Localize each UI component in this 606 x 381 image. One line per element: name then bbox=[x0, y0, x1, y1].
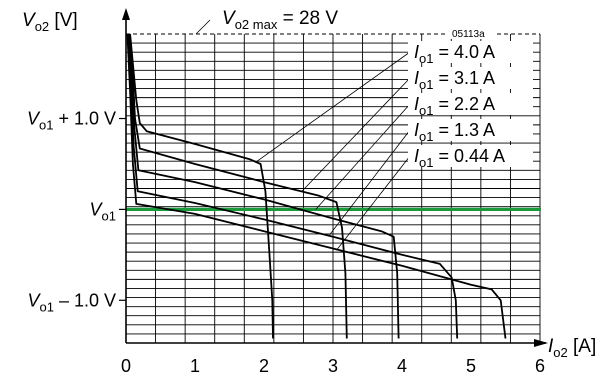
x-tick-label: 4 bbox=[397, 356, 407, 376]
figure-id-bg bbox=[448, 27, 496, 39]
curve-label-leaders bbox=[195, 19, 411, 251]
curve-label-1-rest: = 4.0 A bbox=[433, 42, 495, 62]
leader-1 bbox=[255, 51, 411, 163]
axes bbox=[119, 8, 548, 347]
curve-label-1-sub: o1 bbox=[419, 51, 433, 66]
x-axis-label: Io2 [A] bbox=[548, 336, 596, 360]
x-axis-arrow bbox=[534, 339, 548, 347]
curve-label-2-sub: o1 bbox=[419, 77, 433, 92]
curve-label-4-rest: = 1.3 A bbox=[433, 120, 495, 140]
x-tick-label: 5 bbox=[466, 356, 476, 376]
curve-3 bbox=[127, 33, 400, 339]
x-axis-label-sub: o2 bbox=[553, 345, 567, 360]
leader-5 bbox=[336, 155, 411, 251]
max-label-bg bbox=[218, 6, 378, 30]
x-tick-label: 2 bbox=[259, 356, 269, 376]
y-axis-label-main: V bbox=[22, 10, 37, 31]
curve-label-bg-2 bbox=[408, 67, 533, 89]
curve-label-1: Io1 = 4.0 A bbox=[414, 42, 495, 66]
y-tick-label-3-rest: – 1.0 V bbox=[54, 290, 116, 310]
curve-label-3-main: I bbox=[414, 94, 419, 114]
leader-4 bbox=[329, 129, 411, 236]
y-tick-label-3: Vo1 – 1.0 V bbox=[27, 290, 116, 314]
max-leader bbox=[195, 19, 211, 35]
y-tick-label-2-sub: o1 bbox=[102, 208, 116, 223]
curve-label-4-main: I bbox=[414, 120, 419, 140]
curve-label-4: Io1 = 1.3 A bbox=[414, 120, 495, 144]
curves bbox=[126, 33, 507, 339]
y-tick-label-1-sub: o1 bbox=[39, 118, 53, 133]
curve-label-5-sub: o1 bbox=[419, 155, 433, 170]
curve-5 bbox=[126, 33, 507, 339]
y-tick-label-1-rest: + 1.0 V bbox=[53, 109, 116, 129]
curve-label-5-main: I bbox=[414, 146, 419, 166]
x-tick-label: 0 bbox=[121, 356, 131, 376]
x-axis-label-rest: [A] bbox=[568, 336, 597, 357]
curve-label-2-rest: = 3.1 A bbox=[433, 68, 495, 88]
y-axis-label-sub: o2 bbox=[35, 19, 49, 34]
figure-id: 05113a bbox=[452, 29, 485, 40]
curve-label-3-rest: = 2.2 A bbox=[433, 94, 495, 114]
max-label-sub: o2 max bbox=[235, 17, 278, 32]
curve-label-3: Io1 = 2.2 A bbox=[414, 94, 495, 118]
max-label-rest: = 28 V bbox=[277, 8, 338, 29]
y-axis-label-rest: [V] bbox=[49, 10, 78, 31]
y-tick-label-2-main: V bbox=[90, 199, 104, 219]
y-tick-label-2: Vo1 bbox=[90, 199, 116, 223]
curve-label-bg-1 bbox=[408, 41, 533, 63]
curve-label-bg-5 bbox=[408, 145, 533, 167]
max-label: Vo2 max = 28 V bbox=[222, 8, 338, 32]
curve-label-3-sub: o1 bbox=[419, 103, 433, 118]
curve-label-1-main: I bbox=[414, 42, 419, 62]
curve-1 bbox=[129, 33, 274, 339]
curve-label-2-main: I bbox=[414, 68, 419, 88]
y-axis-arrow bbox=[122, 8, 130, 20]
x-tick-label: 1 bbox=[190, 356, 200, 376]
max-label-main: V bbox=[222, 8, 237, 29]
curve-label-bg-3 bbox=[408, 93, 533, 115]
curve-4 bbox=[127, 33, 459, 339]
y-tick-label-3-sub: o1 bbox=[39, 299, 53, 314]
curve-label-5-rest: = 0.44 A bbox=[433, 146, 505, 166]
leader-3 bbox=[315, 103, 411, 210]
x-tick-label: 3 bbox=[328, 356, 338, 376]
y-tick-label-1: Vo1 + 1.0 V bbox=[27, 109, 116, 133]
y-tick-label-1-main: V bbox=[27, 109, 41, 129]
x-tick-label: 6 bbox=[535, 356, 545, 376]
curve-label-2: Io1 = 3.1 A bbox=[414, 68, 495, 92]
y-axis-label: Vo2 [V] bbox=[22, 10, 78, 34]
curve-label-5: Io1 = 0.44 A bbox=[414, 146, 505, 170]
leader-2 bbox=[301, 77, 411, 192]
x-axis-label-main: I bbox=[548, 336, 554, 357]
y-tick-label-3-main: V bbox=[27, 290, 41, 310]
curve-label-4-sub: o1 bbox=[419, 129, 433, 144]
curve-2 bbox=[128, 33, 348, 339]
curve-label-bg-4 bbox=[408, 119, 533, 141]
